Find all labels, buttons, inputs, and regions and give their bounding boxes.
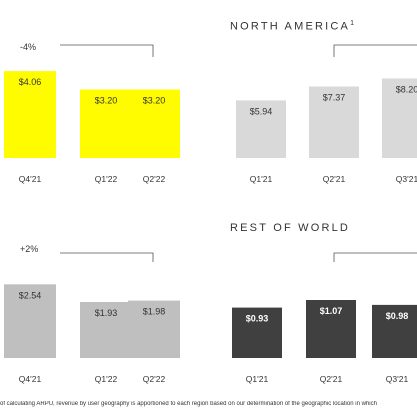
tick-label-3-2: Q3'21 (386, 374, 409, 384)
bar-1-0 (236, 100, 286, 158)
bar-value-label-1-2: $8.20 (396, 84, 417, 94)
tick-label-1-0: Q1'21 (250, 174, 273, 184)
chart-panel-1: $5.94 Q1'21 $7.37 Q2'21 $8.20 Q3'21 (236, 44, 417, 184)
tick-label-3-1: Q2'21 (320, 374, 343, 384)
change-bracket-1 (333, 44, 417, 57)
bar-2-2 (128, 300, 180, 358)
bar-value-label-2-0: $2.54 (19, 290, 42, 300)
tick-label-0-2: Q2'22 (143, 174, 166, 184)
bar-2-1 (80, 302, 132, 358)
bar-value-label-0-0: $4.06 (19, 77, 42, 87)
bar-value-label-2-2: $1.98 (143, 307, 166, 317)
tick-label-1-2: Q3'21 (396, 174, 417, 184)
bar-value-label-2-1: $1.93 (95, 308, 118, 318)
tick-label-2-1: Q1'22 (95, 374, 118, 384)
bar-value-label-0-1: $3.20 (95, 96, 118, 106)
bar-3-1 (306, 300, 356, 358)
bar-3-2 (372, 304, 417, 358)
tick-label-0-0: Q4'21 (19, 174, 42, 184)
tick-label-1-1: Q2'21 (323, 174, 346, 184)
bar-0-1 (80, 89, 132, 158)
bar-0-2 (128, 89, 180, 158)
bar-value-label-3-0: $0.93 (246, 314, 269, 324)
rest-of-world-title: REST OF WORLD (230, 222, 351, 234)
bar-value-label-0-2: $3.20 (143, 96, 166, 106)
bar-1-2 (382, 78, 417, 158)
footnote: of calculating ARPU, revenue by user geo… (0, 401, 377, 407)
tick-label-2-2: Q2'22 (143, 374, 166, 384)
change-bracket-0 (60, 44, 154, 57)
change-bracket-2 (60, 252, 154, 262)
bar-value-label-3-2: $0.98 (386, 311, 409, 321)
change-label-2: +2% (20, 244, 38, 254)
bar-value-label-1-0: $5.94 (250, 106, 273, 116)
bar-3-0 (232, 307, 282, 358)
bar-0-0 (4, 71, 56, 158)
tick-label-2-0: Q4'21 (19, 374, 42, 384)
bar-1-1 (309, 86, 359, 158)
chart-panel-3: $0.93 Q1'21 $1.07 Q2'21 $0.98 Q3'21 (232, 252, 417, 384)
bar-value-label-3-1: $1.07 (320, 306, 343, 316)
change-label-0: -4% (20, 42, 36, 52)
chart-panel-0: $4.06 Q4'21 $3.20 Q1'22 $3.20 Q2'22 -4% (4, 42, 180, 184)
bar-value-label-1-1: $7.37 (323, 93, 346, 103)
tick-label-3-0: Q1'21 (246, 374, 269, 384)
bar-2-0 (4, 284, 56, 358)
chart-panel-2: $2.54 Q4'21 $1.93 Q1'22 $1.98 Q2'22 +2% (4, 244, 180, 384)
change-bracket-3 (333, 252, 417, 262)
tick-label-0-1: Q1'22 (95, 174, 118, 184)
north-america-title: NORTH AMERICA1 (230, 20, 354, 33)
